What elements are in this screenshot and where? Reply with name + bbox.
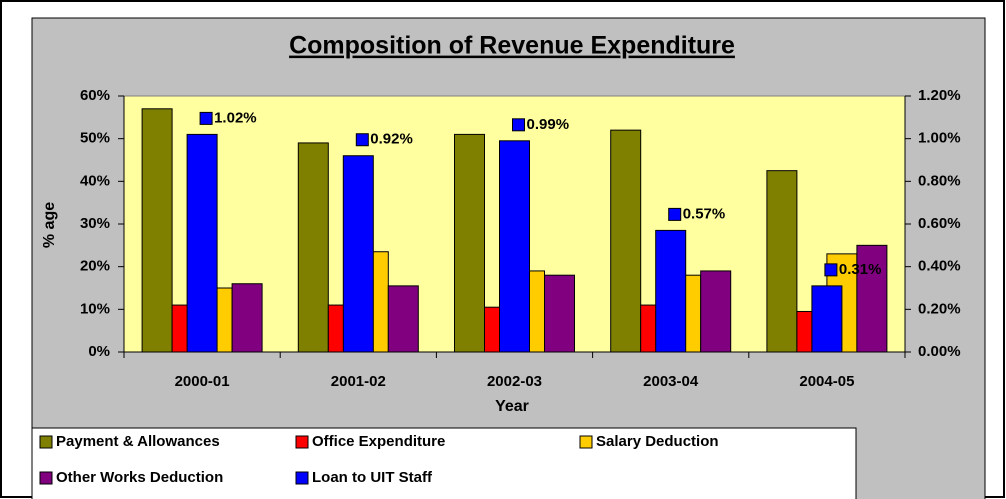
y2-tick-label: 1.00% [918,130,961,147]
bar [856,244,888,353]
data-label-key [512,118,525,132]
y2-tick-label: 0.60% [918,215,961,232]
legend [31,427,857,499]
y-tick-label: 50% [80,130,110,147]
y-tick-label: 40% [80,172,110,189]
chart-title: Composition of Revenue Expenditure [289,32,735,60]
y2-tick-label: 0.40% [918,258,961,275]
legend-label: Office Expenditure [312,433,445,450]
bar [811,285,843,353]
y2-tick-label: 0.80% [918,172,961,189]
legend-label: Salary Deduction [596,433,719,450]
legend-label: Loan to UIT Staff [312,469,433,486]
legend-key [39,435,53,449]
bar [186,133,218,353]
data-label-key [668,207,682,221]
bar [610,129,642,353]
bar [141,108,173,353]
x-tick-label: 2004-05 [799,373,854,390]
legend-key [295,471,309,485]
data-label: 0.31% [839,261,882,278]
data-label: 0.57% [683,205,726,222]
legend-label: Other Works Deduction [56,469,223,486]
bar [297,142,329,353]
data-label: 0.92% [370,131,413,148]
bar [655,229,687,353]
y-tick-label: 30% [80,215,110,232]
data-label-key [199,111,213,125]
y-axis-title: % age [41,202,58,248]
x-tick-label: 2002-03 [487,373,542,390]
bar [499,140,530,353]
bar [231,283,263,353]
x-tick-label: 2003-04 [643,373,699,390]
data-label: 1.02% [214,109,257,126]
data-label-key [355,133,369,147]
bar [766,170,798,353]
legend-key [295,435,309,449]
bar [700,270,732,353]
x-tick-label: 2000-01 [175,373,230,390]
bar [454,133,485,353]
bar [387,285,419,353]
bar [544,274,575,353]
legend-key [579,435,593,449]
y2-tick-label: 1.20% [918,87,961,104]
y2-tick-label: 0.00% [918,343,961,360]
x-axis-title: Year [495,398,529,415]
data-label-key [824,263,838,277]
y-tick-label: 60% [80,87,110,104]
y-tick-label: 10% [80,300,110,317]
y2-tick-label: 0.20% [918,300,961,317]
x-tick-label: 2001-02 [331,373,386,390]
legend-label: Payment & Allowances [56,433,220,450]
y-tick-label: 20% [80,258,110,275]
bar [342,155,374,353]
y-tick-label: 0% [88,343,110,360]
data-label: 0.99% [527,116,570,133]
legend-key [39,471,53,485]
